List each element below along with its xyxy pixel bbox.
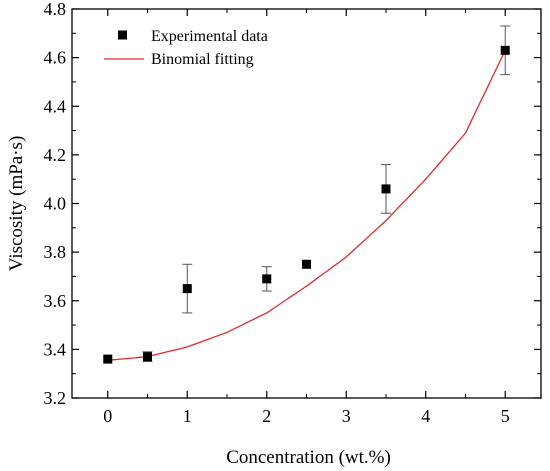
x-axis-label: Concentration (wt.%) bbox=[226, 447, 391, 468]
data-point bbox=[381, 184, 391, 194]
plot-frame bbox=[71, 8, 542, 399]
fit-line bbox=[107, 50, 506, 361]
x-tick-label: 1 bbox=[183, 406, 192, 426]
series-layer bbox=[103, 25, 511, 364]
y-tick-label: 3.6 bbox=[44, 291, 67, 311]
x-tick-label: 0 bbox=[103, 406, 112, 426]
data-point bbox=[500, 45, 510, 55]
data-point bbox=[302, 259, 311, 269]
data-point bbox=[262, 274, 272, 284]
data-point bbox=[182, 284, 192, 294]
legend: Experimental data Binomial fitting bbox=[104, 28, 268, 68]
legend-marker-experimental bbox=[118, 30, 127, 40]
y-tick-label: 3.2 bbox=[44, 388, 67, 408]
y-tick-label: 4.2 bbox=[44, 145, 67, 165]
x-tick-label: 2 bbox=[262, 406, 271, 426]
legend-label-experimental: Experimental data bbox=[151, 28, 268, 45]
y-tick-label: 3.4 bbox=[44, 339, 67, 359]
axes: 0 1 2 3 4 5 3.2 3.4 3.6 3.8 4.0 4.2 4.4 4.6 4.8 Concent… bbox=[6, 0, 541, 468]
y-tick-label: 4.0 bbox=[44, 194, 67, 214]
y-tick-label: 4.8 bbox=[44, 0, 67, 19]
data-point bbox=[143, 352, 153, 362]
x-tick-label: 3 bbox=[342, 406, 351, 426]
y-tick-label: 4.6 bbox=[44, 48, 67, 68]
plot-area bbox=[71, 8, 542, 399]
y-axis-label: Viscosity (mPa·s) bbox=[6, 136, 27, 272]
data-point bbox=[103, 354, 113, 364]
x-tick-label: 5 bbox=[501, 406, 510, 426]
y-tick-label: 3.8 bbox=[44, 242, 67, 262]
legend-label-fitting: Binomial fitting bbox=[151, 51, 254, 68]
y-tick-label: 4.4 bbox=[44, 96, 67, 116]
x-tick-label: 4 bbox=[421, 406, 430, 426]
